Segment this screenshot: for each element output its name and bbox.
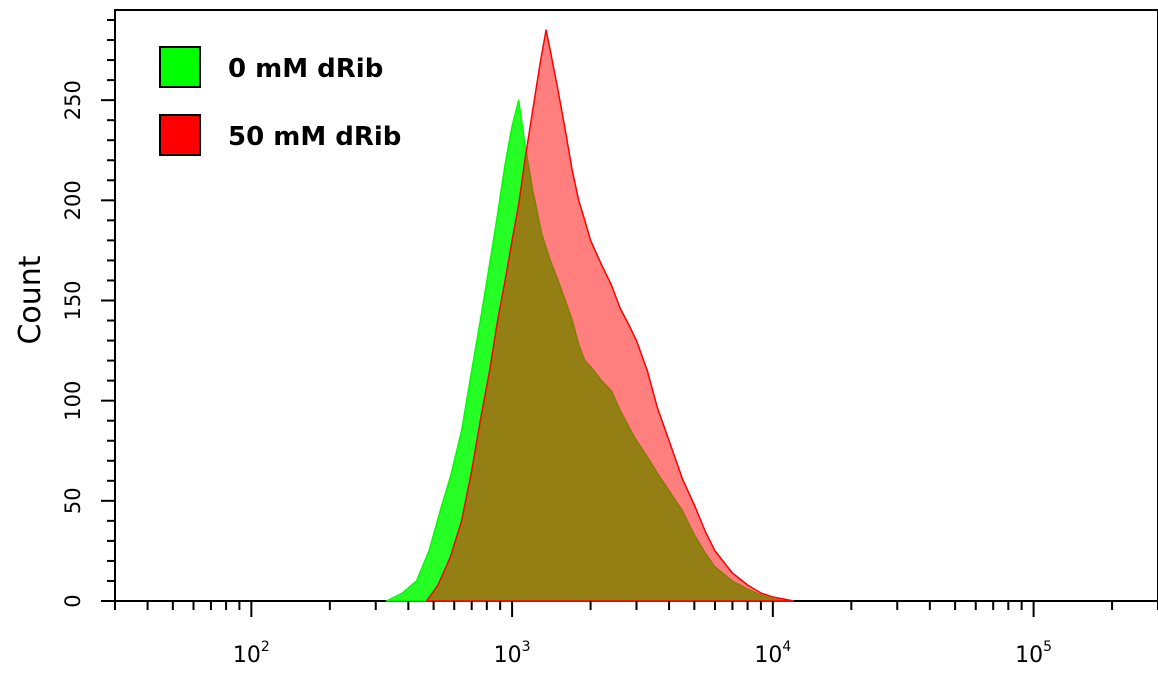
y-tick-label: 100 [61, 381, 85, 421]
x-tick-label: 103 [494, 639, 531, 668]
legend-swatch-0-mm [159, 46, 201, 88]
legend-label-50-mm: 50 mM dRib [228, 122, 401, 152]
series-layer [385, 29, 795, 602]
y-tick-label: 150 [61, 280, 85, 320]
legend: 0 mM dRib 50 mM dRib [159, 46, 401, 156]
x-tick-label: 105 [1015, 639, 1052, 668]
x-axis: 102 103 104 105 [114, 601, 1158, 668]
y-tick-label: 250 [61, 80, 85, 120]
y-tick-label: 50 [61, 487, 85, 514]
series-area-1 [425, 29, 795, 602]
y-tick-label: 200 [61, 180, 85, 220]
legend-label-0-mm: 0 mM dRib [228, 54, 383, 84]
legend-swatch-50-mm [159, 114, 201, 156]
x-tick-label: 104 [754, 639, 791, 668]
y-tick-label: 0 [61, 594, 85, 607]
y-axis: 0 50 100 150 200 250 [61, 19, 115, 608]
y-axis-label: Count [13, 255, 48, 344]
x-tick-label: 102 [233, 639, 270, 668]
